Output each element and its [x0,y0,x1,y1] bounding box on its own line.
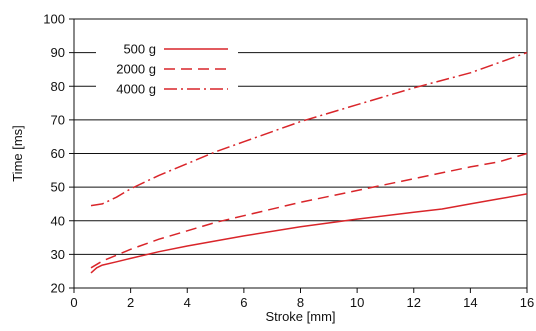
y-tick-label: 20 [51,281,65,296]
y-axis-label: Time [ms] [10,125,25,182]
y-tick-label: 90 [51,45,65,60]
y-tick-label: 80 [51,79,65,94]
x-tick-label: 16 [520,295,534,310]
x-tick-label: 6 [240,295,247,310]
x-axis-ticks: 0 2 4 6 8 10 12 14 16 [70,288,534,310]
y-tick-label: 30 [51,247,65,262]
legend-label: 500 g [123,42,156,57]
legend: 500 g 2000 g 4000 g [96,38,238,100]
x-tick-label: 4 [184,295,191,310]
series-line-2 [90,152,528,269]
series-line-3 [90,51,528,207]
legend-label: 2000 g [116,62,156,77]
x-tick-label: 10 [350,295,364,310]
x-tick-label: 12 [407,295,421,310]
series-line-1 [90,193,528,274]
y-tick-label: 50 [51,180,65,195]
x-tick-label: 0 [70,295,77,310]
legend-label: 4000 g [116,82,156,97]
y-axis-ticks: 20 30 40 50 60 70 80 90 100 [43,12,74,296]
x-tick-label: 8 [297,295,304,310]
series-lines [90,51,528,274]
y-tick-label: 60 [51,146,65,161]
x-tick-label: 14 [463,295,477,310]
y-tick-label: 70 [51,112,65,127]
y-tick-label: 40 [51,213,65,228]
y-tick-label: 100 [43,12,65,27]
x-axis-label: Stroke [mm] [265,309,335,324]
x-tick-label: 2 [127,295,134,310]
